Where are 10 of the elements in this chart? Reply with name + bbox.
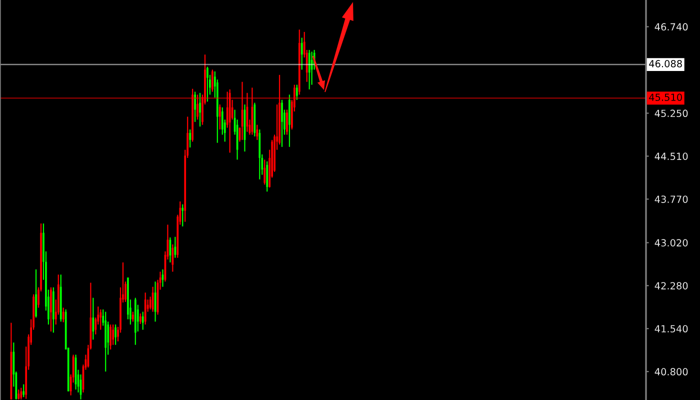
- y-tick-label: 40.800: [654, 368, 688, 376]
- y-tick-label: 46.740: [654, 23, 688, 31]
- y-tick-label: 43.770: [654, 196, 688, 203]
- y-tick-label: 41.540: [654, 325, 688, 332]
- y-tick-label: 43.020: [654, 239, 688, 246]
- y-tick-label: 45.250: [654, 110, 688, 118]
- y-tick-label: 42.280: [654, 282, 688, 290]
- y-tick-label: 44.510: [654, 152, 688, 160]
- ref-line-label: 45.510: [649, 94, 682, 101]
- ref-line-label: 46.088: [649, 60, 682, 68]
